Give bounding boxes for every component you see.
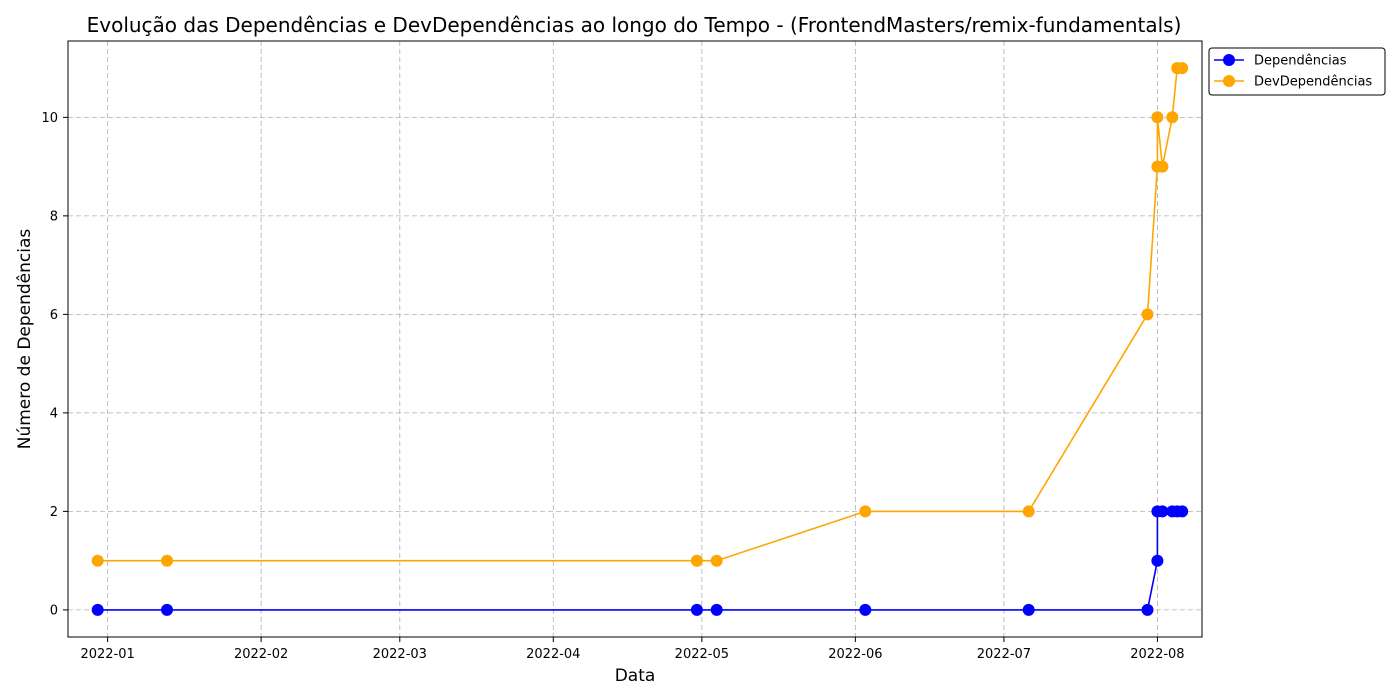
chart-title: Evolução das Dependências e DevDependênc… bbox=[87, 13, 1182, 37]
data-point bbox=[161, 603, 173, 616]
x-tick-label: 2022-05 bbox=[675, 647, 729, 662]
data-point bbox=[690, 554, 703, 567]
series-dependencias bbox=[91, 505, 1189, 616]
data-point bbox=[1176, 62, 1189, 75]
data-point bbox=[1141, 308, 1154, 321]
y-tick-label: 10 bbox=[41, 111, 58, 126]
series-layer bbox=[91, 62, 1189, 616]
y-tick-label: 0 bbox=[50, 603, 58, 618]
x-tick-label: 2022-01 bbox=[80, 647, 134, 662]
y-tick-label: 2 bbox=[50, 505, 58, 520]
x-tick-label: 2022-08 bbox=[1130, 647, 1184, 662]
data-point bbox=[710, 554, 723, 567]
data-point bbox=[1022, 603, 1035, 616]
y-tick-label: 8 bbox=[50, 209, 58, 224]
x-tick-label: 2022-04 bbox=[526, 647, 580, 662]
data-point bbox=[859, 505, 872, 518]
data-point bbox=[1141, 603, 1154, 616]
data-point bbox=[690, 603, 703, 616]
data-point bbox=[91, 554, 104, 567]
x-tick-label: 2022-03 bbox=[373, 647, 427, 662]
x-axis-ticks: 2022-01 2022-02 2022-03 2022-04 2022-05 2022-… bbox=[80, 637, 1185, 662]
x-axis-label: Data bbox=[615, 666, 656, 686]
data-point bbox=[1156, 160, 1169, 173]
data-point bbox=[1166, 111, 1179, 124]
legend-marker bbox=[1223, 75, 1235, 87]
y-tick-label: 4 bbox=[50, 406, 58, 421]
data-point bbox=[91, 603, 104, 616]
data-point bbox=[859, 603, 872, 616]
y-tick-label: 6 bbox=[50, 308, 58, 323]
x-tick-label: 2022-02 bbox=[234, 647, 288, 662]
plot-area-frame bbox=[67, 40, 1203, 638]
series-devdependencias bbox=[91, 62, 1189, 567]
legend-marker bbox=[1223, 54, 1235, 66]
legend-box bbox=[1208, 47, 1386, 96]
data-point bbox=[1156, 505, 1169, 518]
data-point bbox=[161, 554, 173, 567]
grid-layer bbox=[68, 41, 1202, 637]
data-point bbox=[1151, 554, 1164, 567]
y-axis-label: Número de Dependências bbox=[15, 229, 35, 450]
data-point bbox=[1176, 505, 1189, 518]
y-axis-ticks: 0 2 4 6 8 10 bbox=[41, 111, 68, 618]
legend-label: Dependências bbox=[1254, 54, 1347, 69]
legend-label: DevDependências bbox=[1254, 75, 1372, 90]
data-point bbox=[710, 603, 723, 616]
x-tick-label: 2022-06 bbox=[828, 647, 882, 662]
data-point bbox=[1022, 505, 1035, 518]
data-point bbox=[1151, 111, 1164, 124]
x-tick-label: 2022-07 bbox=[977, 647, 1031, 662]
legend: Dependências DevDependências bbox=[1208, 47, 1386, 96]
